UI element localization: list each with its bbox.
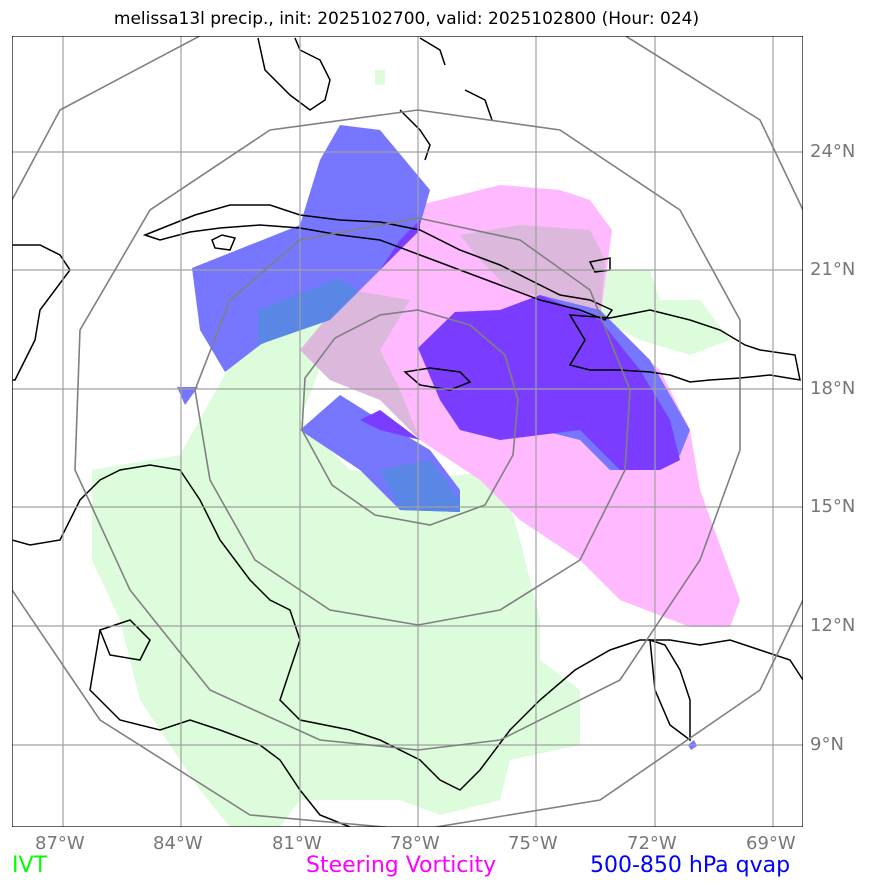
- legend-qvap: 500-850 hPa qvap: [590, 853, 791, 878]
- legend-ivt: IVT: [12, 853, 47, 878]
- lon-label-78w: 78°W: [390, 833, 440, 854]
- lat-label-12n: 12°N: [810, 615, 856, 636]
- legend-steering-vorticity: Steering Vorticity: [306, 853, 497, 878]
- lon-label-81w: 81°W: [272, 833, 322, 854]
- qvap-ivt-overlap: [258, 278, 460, 512]
- lon-label-87w: 87°W: [35, 833, 85, 854]
- coastlines: [12, 37, 803, 827]
- lon-label-75w: 75°W: [508, 833, 558, 854]
- lon-label-72w: 72°W: [627, 833, 677, 854]
- lat-label-18n: 18°N: [810, 378, 856, 399]
- range-rings: [12, 36, 803, 827]
- map-title: melissa13l precip., init: 2025102700, va…: [113, 9, 700, 29]
- lat-label-15n: 15°N: [810, 496, 856, 517]
- lat-label-9n: 9°N: [810, 734, 844, 755]
- graticule: [12, 36, 803, 827]
- lon-label-84w: 84°W: [153, 833, 203, 854]
- lat-label-24n: 24°N: [810, 141, 856, 162]
- lon-label-69w: 69°W: [746, 833, 796, 854]
- lat-label-21n: 21°N: [810, 259, 856, 280]
- qvap-steering-overlap: [360, 220, 680, 470]
